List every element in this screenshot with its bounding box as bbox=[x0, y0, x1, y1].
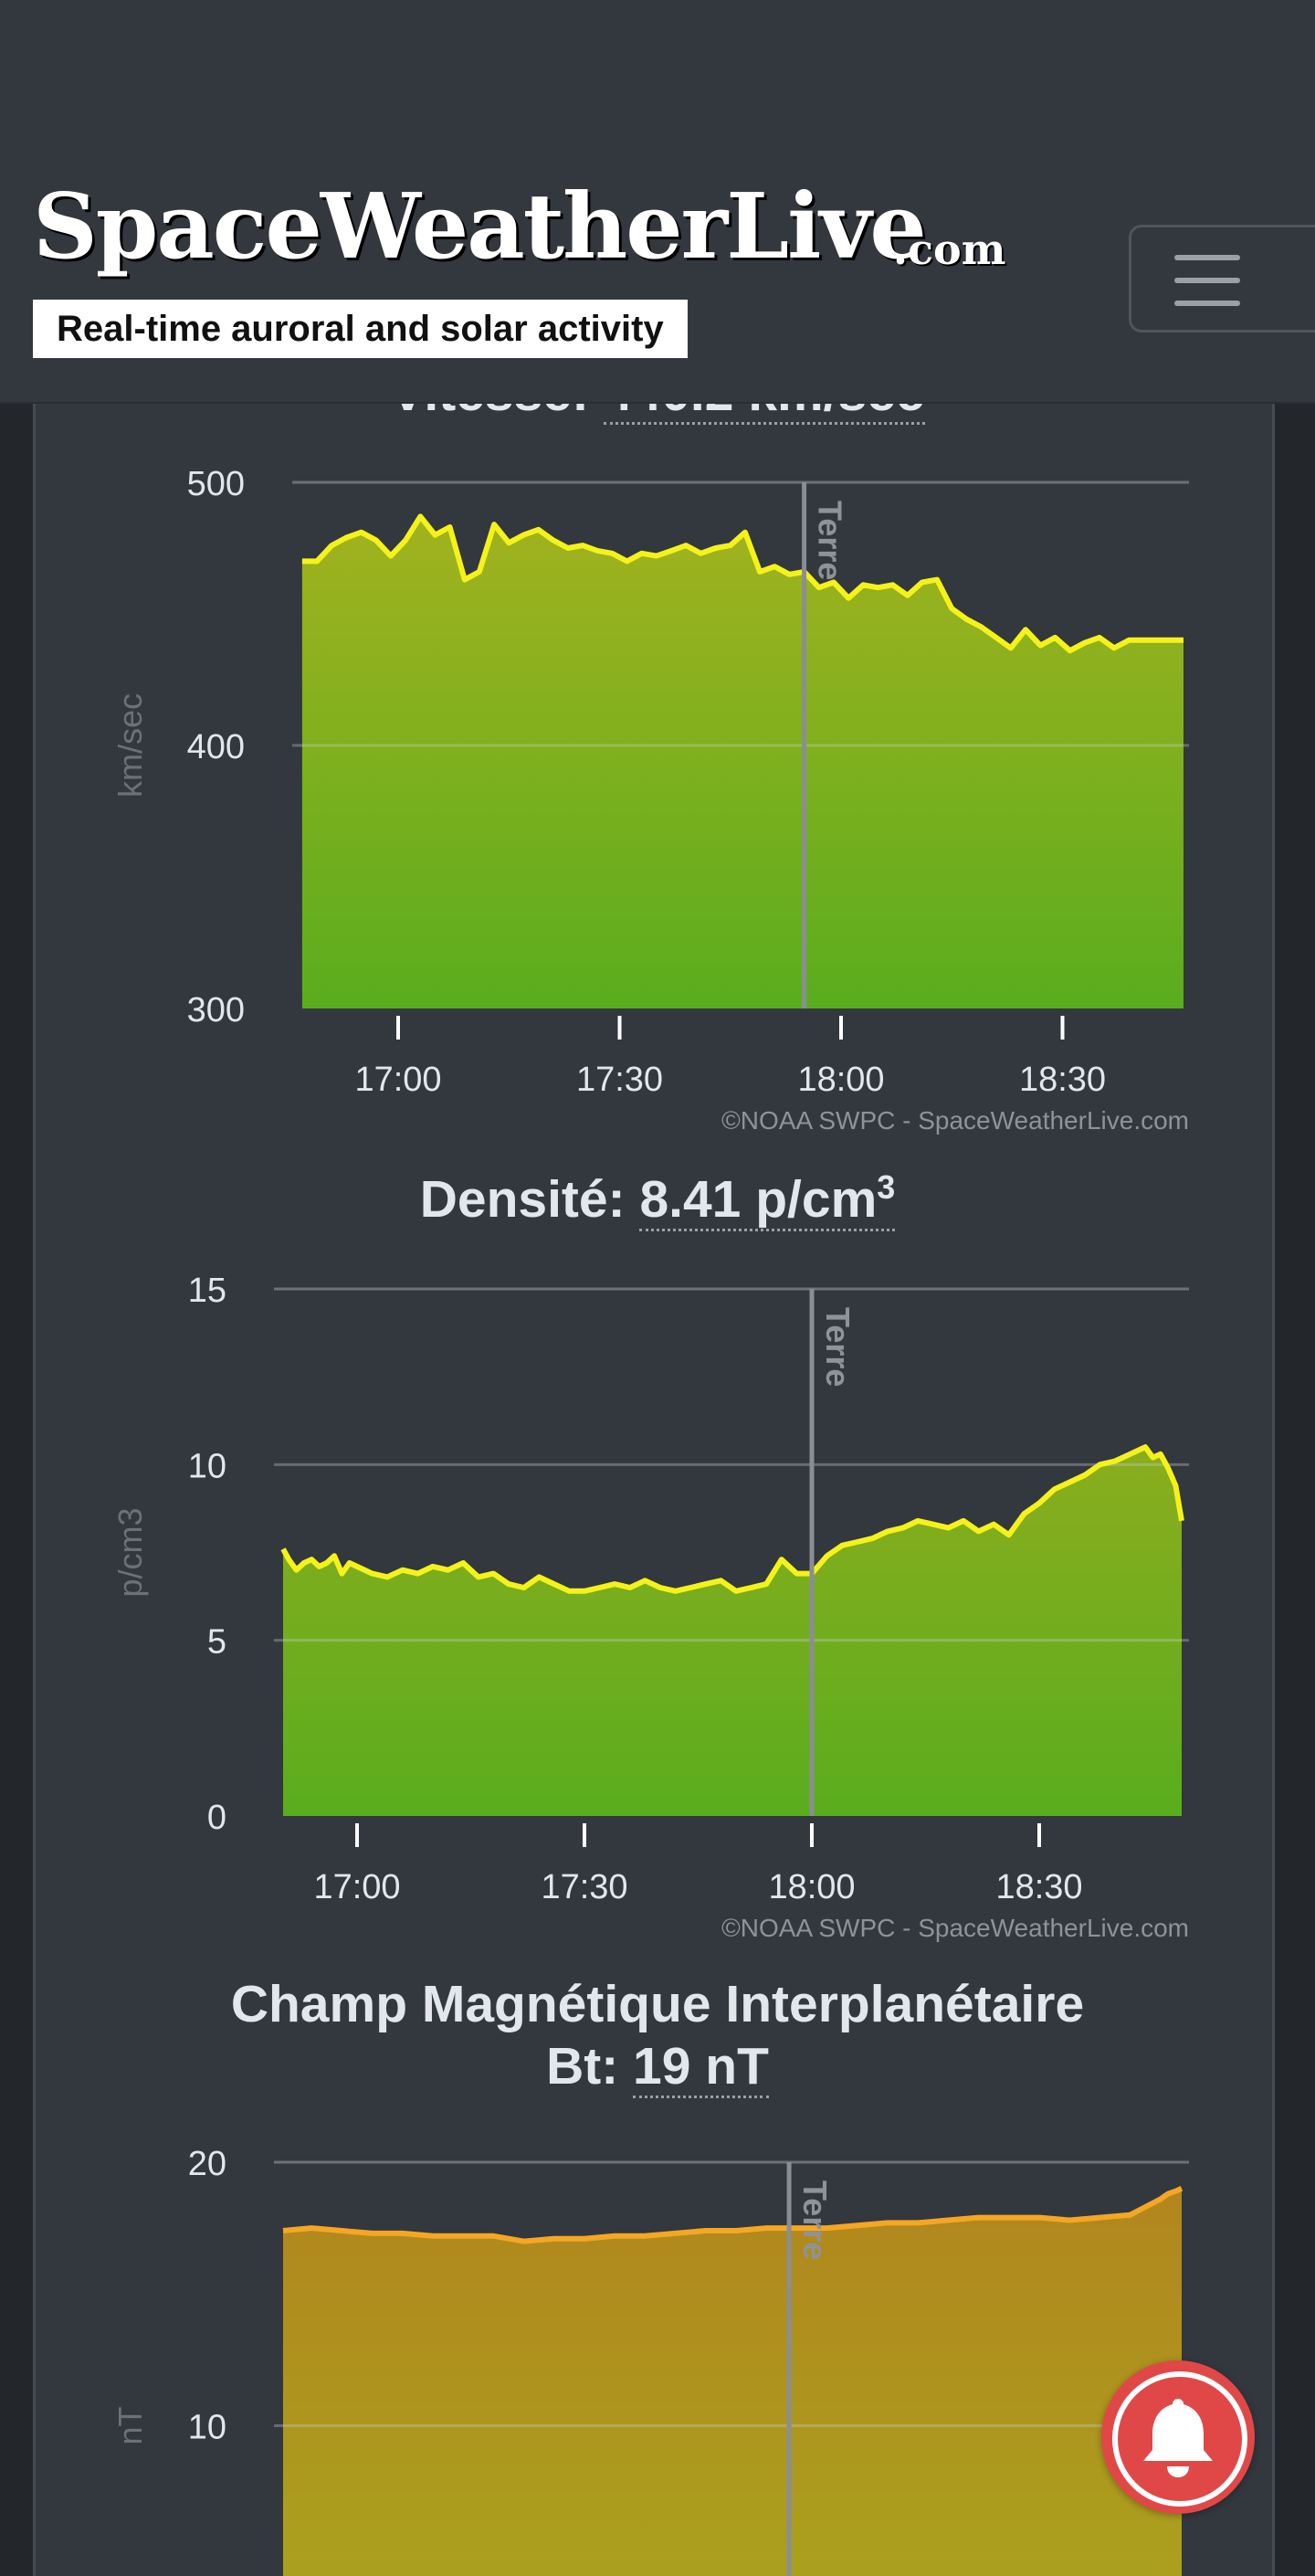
hamburger-icon bbox=[1174, 301, 1240, 306]
speed-marker-label: Terre bbox=[812, 501, 849, 580]
speed-xtick-label: 17:30 bbox=[576, 1061, 663, 1099]
density-title-label: Densité: bbox=[419, 1170, 626, 1229]
imf-title-line2: Bt: 19 nT bbox=[0, 2035, 1315, 2099]
speed-chart: 300 400 500 Terre km/sec 17:00 17:30 18:00 18:30… bbox=[111, 465, 1189, 1135]
density-title-value[interactable]: 8.41 p/cm3 bbox=[639, 1168, 896, 1231]
density-series-line bbox=[280, 1444, 1184, 1594]
imf-title-label: Bt: bbox=[546, 2037, 619, 2096]
density-xtick-label: 18:30 bbox=[995, 1868, 1082, 1906]
site-tagline: Real-time auroral and solar activity bbox=[33, 300, 688, 358]
menu-toggle-button[interactable] bbox=[1129, 225, 1315, 333]
density-area bbox=[283, 1447, 1182, 1816]
hamburger-icon bbox=[1174, 255, 1240, 260]
density-credit: ©NOAA SWPC - SpaceWeatherLive.com bbox=[721, 1914, 1189, 1942]
site-logo[interactable]: SpaceWeatherLive bbox=[33, 174, 927, 280]
site-logo-tld[interactable]: .com bbox=[893, 225, 1006, 274]
speed-ytick-label: 500 bbox=[187, 465, 245, 503]
density-ytick-label: 0 bbox=[207, 1799, 226, 1837]
density-yaxis-label: p/cm3 bbox=[111, 1507, 149, 1597]
density-xtick-label: 17:30 bbox=[541, 1868, 627, 1906]
site-header: SpaceWeatherLive .com Real-time auroral … bbox=[0, 0, 1315, 404]
density-ytick-label: 15 bbox=[188, 1272, 226, 1310]
density-ytick-label: 5 bbox=[207, 1623, 226, 1662]
imf-title-value[interactable]: 19 nT bbox=[633, 2037, 769, 2099]
imf-ytick-label: 10 bbox=[188, 2409, 226, 2447]
speed-yaxis-label: km/sec bbox=[111, 693, 149, 797]
density-xtick-label: 18:00 bbox=[768, 1868, 855, 1906]
imf-series-line bbox=[282, 2186, 1184, 2244]
speed-xtick-label: 18:00 bbox=[797, 1061, 884, 1099]
density-value-text: 8.41 p/cm bbox=[639, 1170, 878, 1229]
speed-ytick-label: 300 bbox=[187, 991, 245, 1029]
hamburger-icon bbox=[1174, 278, 1240, 283]
speed-xtick-label: 18:30 bbox=[1019, 1061, 1106, 1099]
speed-series-line bbox=[301, 513, 1184, 654]
bell-icon bbox=[1143, 2399, 1213, 2477]
density-ytick-label: 10 bbox=[188, 1447, 226, 1485]
density-title: Densité: 8.41 p/cm3 bbox=[0, 1167, 1315, 1231]
imf-ytick-label: 20 bbox=[188, 2145, 226, 2183]
density-marker-label: Terre bbox=[819, 1307, 857, 1387]
speed-xtick-label: 17:00 bbox=[354, 1061, 441, 1099]
speed-credit: ©NOAA SWPC - SpaceWeatherLive.com bbox=[721, 1106, 1189, 1135]
imf-title: Champ Magnétique Interplanétaire Bt: 19 … bbox=[0, 1973, 1315, 2099]
speed-area bbox=[301, 516, 1184, 1008]
imf-marker-label: Terre bbox=[796, 2180, 834, 2260]
speed-ytick-label: 400 bbox=[187, 728, 245, 766]
density-xtick-label: 17:00 bbox=[313, 1868, 400, 1906]
imf-area bbox=[283, 2188, 1182, 2576]
imf-title-line1: Champ Magnétique Interplanétaire bbox=[230, 1975, 1085, 2033]
notification-button[interactable] bbox=[1101, 2360, 1255, 2514]
density-unit-sup: 3 bbox=[877, 1168, 896, 1206]
notification-ring bbox=[1112, 2371, 1247, 2507]
imf-yaxis-label: nT bbox=[111, 2406, 149, 2444]
density-chart: 0 5 10 15 Terre p/cm3 17:00 17:30 18:00 18:30 ©NOA… bbox=[111, 1272, 1189, 1942]
